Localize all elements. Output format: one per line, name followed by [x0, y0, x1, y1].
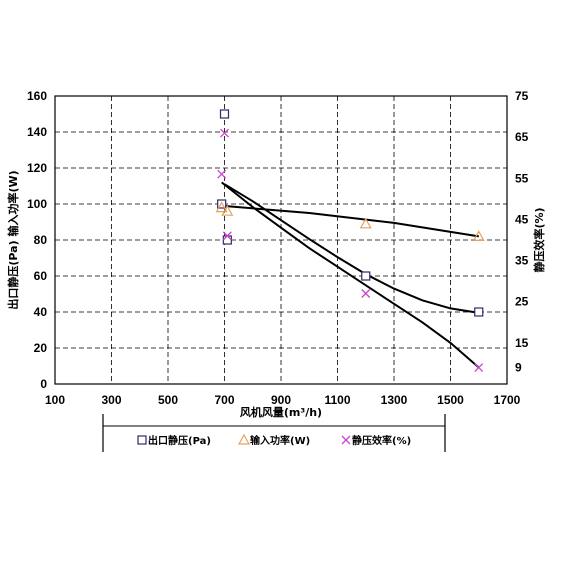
y-right-tick-label: 75	[515, 89, 529, 103]
data-point	[221, 204, 234, 216]
y-right-tick-label: 65	[515, 130, 529, 144]
x-tick-label: 1500	[437, 393, 464, 407]
legend: 出口静压(Pa) 输入功率(W) 静压效率(%)	[102, 414, 446, 452]
data-point	[217, 169, 227, 179]
data-point	[222, 231, 232, 241]
data-point	[361, 271, 371, 281]
y-right-tick-label: 9	[515, 361, 522, 375]
y-left-tick-label: 140	[27, 125, 47, 139]
data-point	[220, 128, 229, 138]
y-left-tick-label: 40	[34, 305, 48, 319]
y-left-tick-label: 160	[27, 89, 47, 103]
x-tick-label: 500	[158, 393, 178, 407]
y-right-tick-label: 45	[515, 212, 529, 226]
data-point	[237, 433, 251, 445]
y-left-tick-label: 20	[34, 341, 48, 355]
data-point	[359, 217, 372, 229]
trend-line	[221, 181, 480, 369]
x-tick-label: 1700	[494, 393, 521, 407]
y-right-tick-label: 55	[515, 171, 529, 185]
x-tick-label: 1100	[324, 393, 350, 407]
x-tick-label: 700	[214, 393, 234, 407]
y-right-tick-label: 35	[515, 254, 529, 268]
data-point	[137, 435, 147, 445]
data-point	[341, 435, 351, 445]
x-tick-labels: 100 300 500 700 900 1100 1300 1500 1700	[45, 393, 521, 407]
gridlines	[55, 96, 507, 384]
legend-label: 出口静压(Pa)	[148, 434, 211, 447]
x-axis-title: 风机风量(m³/h)	[240, 405, 322, 419]
x-tick-label: 900	[271, 393, 291, 407]
y-left-axis-title: 出口静压(Pa) 输入功率(W)	[6, 170, 20, 309]
data-point	[361, 289, 371, 298]
y-left-tick-label: 0	[40, 377, 47, 391]
data-markers	[215, 109, 485, 373]
y-left-tick-label: 60	[34, 269, 48, 283]
x-tick-label: 100	[45, 393, 65, 407]
data-point	[474, 363, 484, 373]
trend-lines	[221, 181, 480, 369]
trend-line	[221, 204, 479, 238]
data-point	[474, 307, 484, 317]
trend-line	[223, 183, 479, 314]
data-point	[215, 201, 228, 213]
x-tick-label: 300	[101, 393, 121, 407]
y-right-tick-label: 15	[515, 336, 529, 350]
data-point	[217, 199, 227, 209]
y-left-tick-labels: 0 20 40 60 80 100 120 140 160	[27, 89, 47, 391]
y-left-tick-label: 80	[34, 233, 48, 247]
y-right-tick-label: 25	[515, 295, 529, 309]
data-point	[472, 230, 485, 241]
y-left-tick-label: 100	[27, 197, 47, 211]
y-left-tick-label: 120	[27, 161, 47, 175]
y-right-axis-title: 静压效率(%)	[532, 207, 546, 272]
x-tick-label: 1300	[381, 393, 408, 407]
legend-label: 静压效率(%)	[352, 434, 411, 447]
data-point	[222, 235, 232, 245]
legend-label: 输入功率(W)	[250, 434, 310, 447]
data-point	[219, 109, 230, 119]
y-right-tick-labels: 9 15 25 35 45 55 65 75	[515, 89, 529, 375]
